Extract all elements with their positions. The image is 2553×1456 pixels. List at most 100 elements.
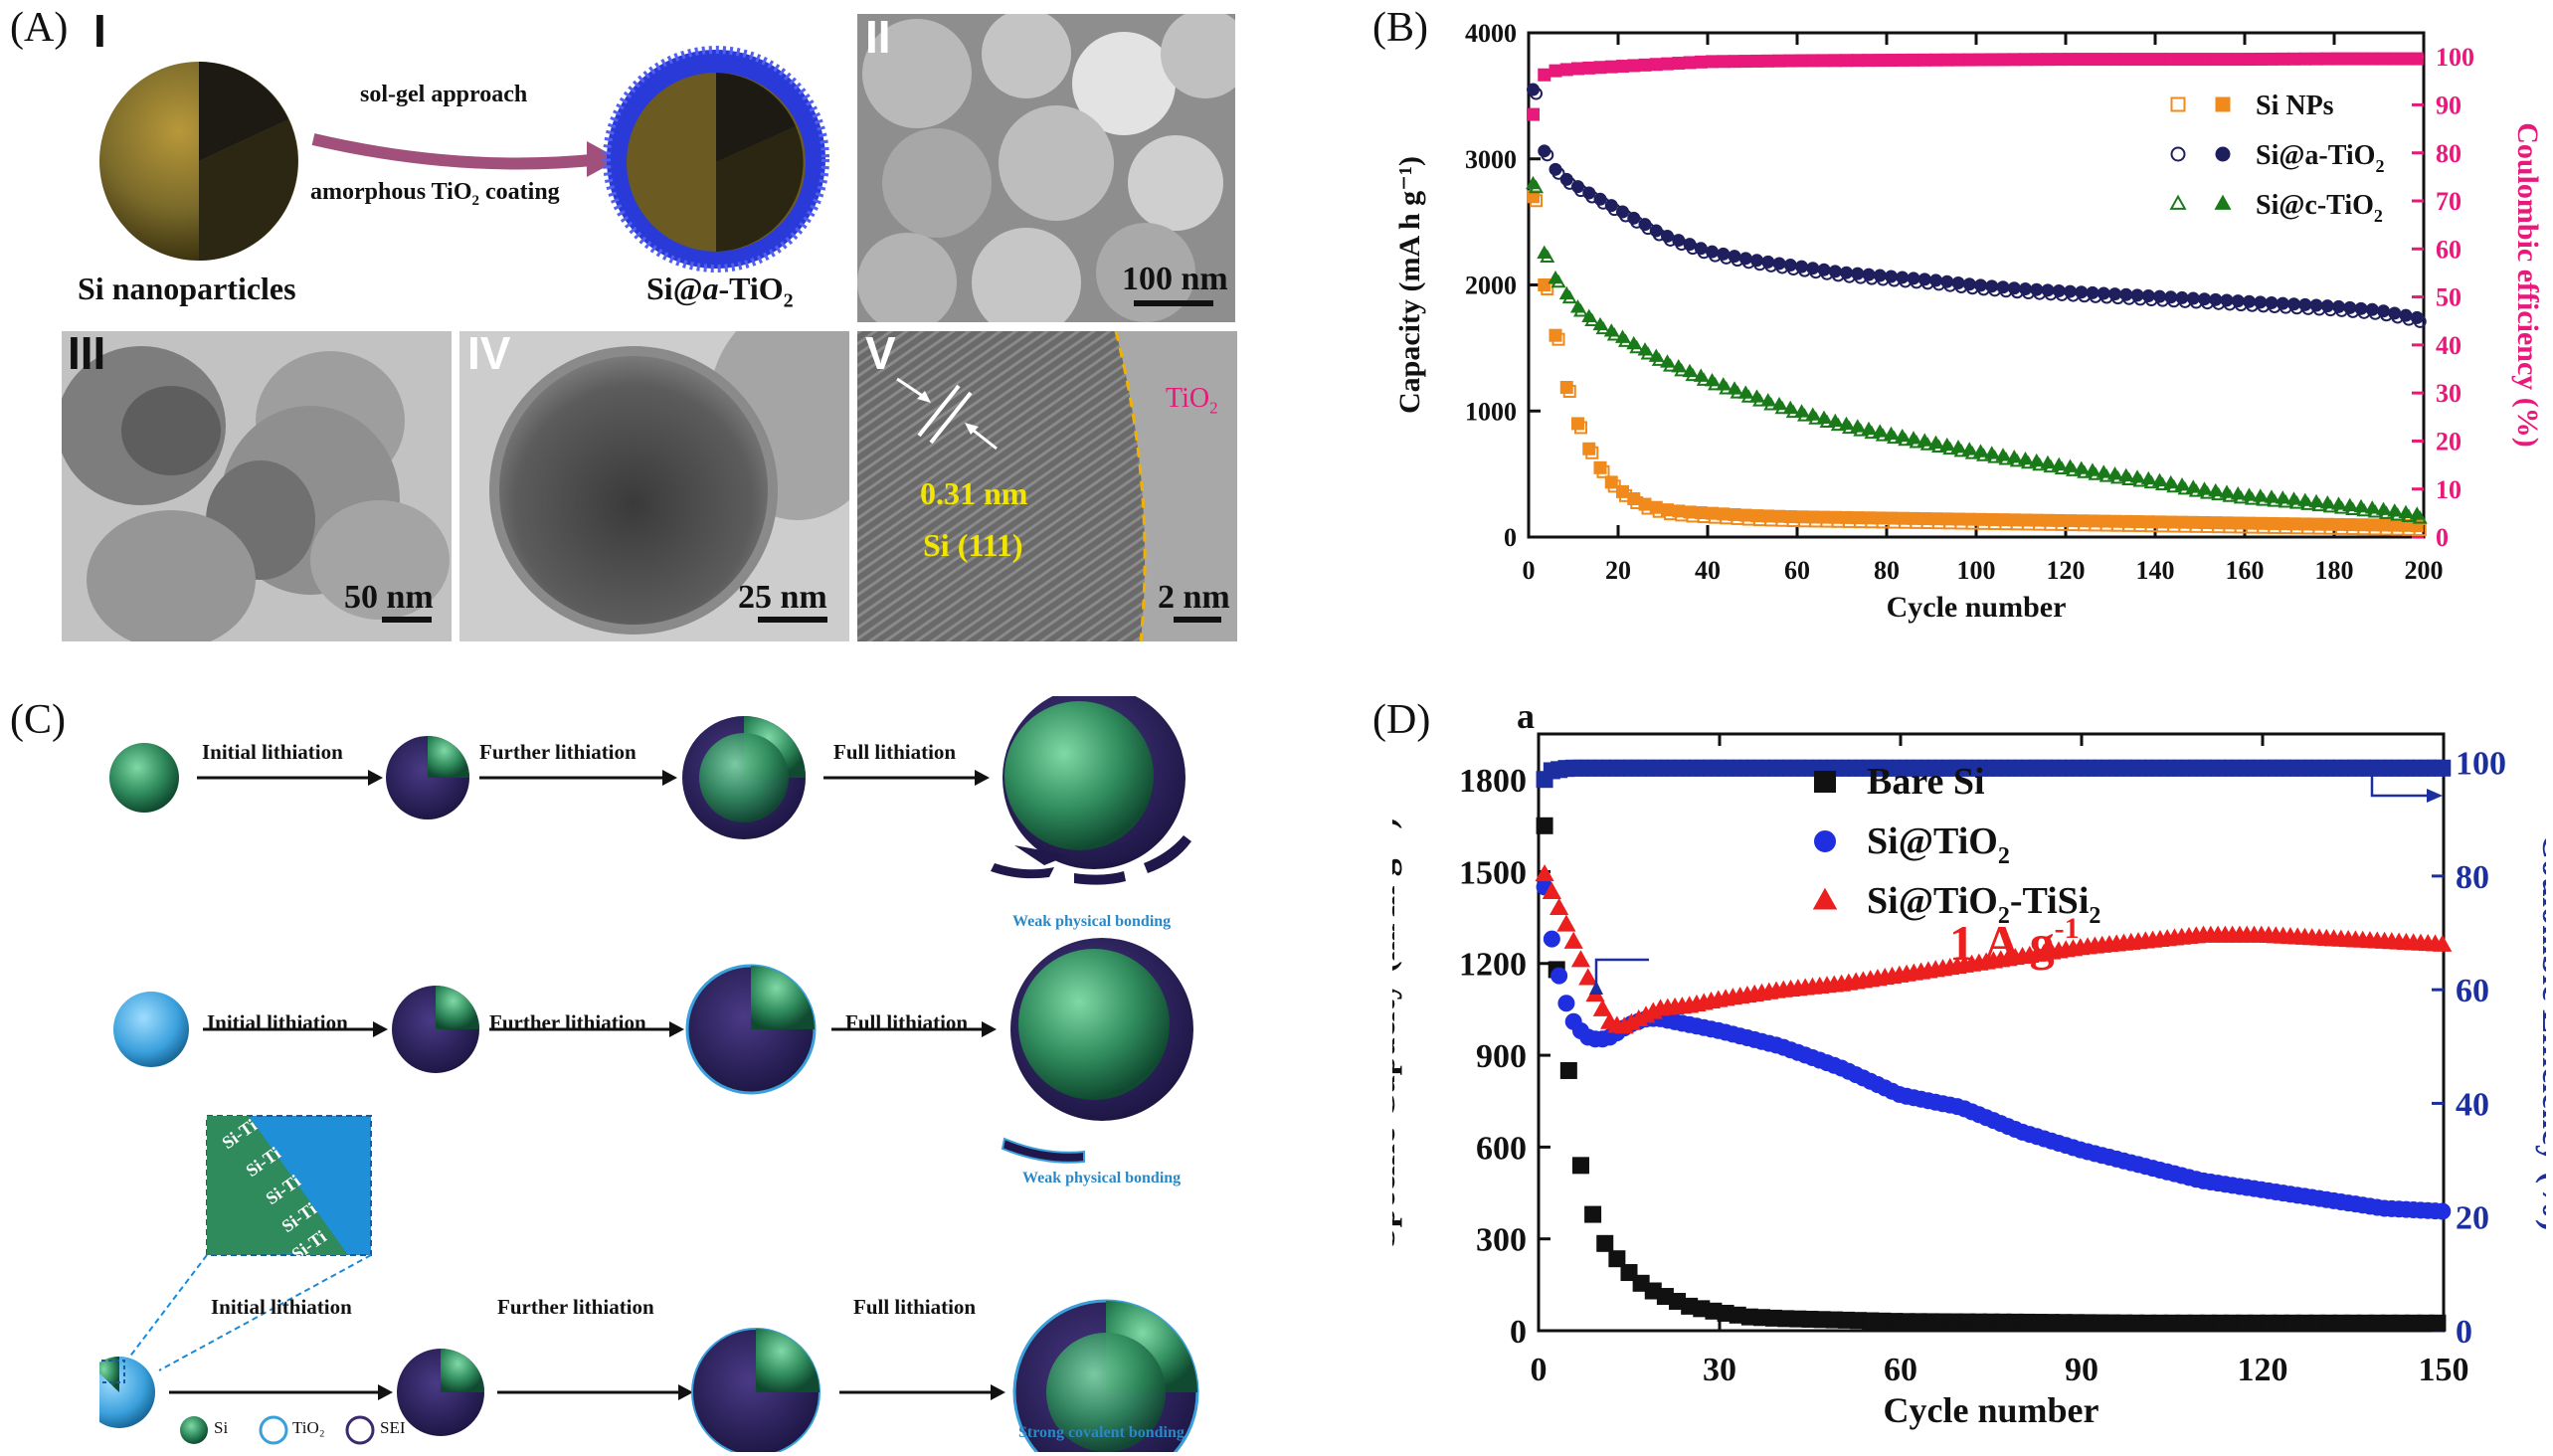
row-si-tio2-tisi2 <box>99 1299 1199 1452</box>
data-point <box>2377 518 2390 532</box>
data-point <box>1749 389 1764 403</box>
x-tick-label: 60 <box>1784 556 1810 585</box>
scale-bar-iv <box>758 617 827 623</box>
data-point <box>1578 968 1598 986</box>
data-point <box>1896 511 1910 525</box>
data-point <box>2320 52 2334 66</box>
data-point <box>2164 53 2178 67</box>
si-ti-interface-inset <box>118 1115 372 1371</box>
legend-subscript: 2 <box>1998 843 2010 869</box>
data-point <box>2018 451 2033 465</box>
data-point <box>2007 281 2021 295</box>
data-point <box>1783 54 1797 68</box>
data-point <box>2265 295 2279 309</box>
tem-particles-iii <box>62 331 452 641</box>
data-point <box>1862 268 1876 281</box>
data-point <box>2152 472 2167 486</box>
data-point <box>1536 817 1553 834</box>
legend-subscript-2: 2 <box>2089 903 2100 929</box>
data-point <box>2309 517 2323 531</box>
data-point <box>1950 440 1966 454</box>
data-point <box>2319 495 2335 509</box>
data-point <box>1604 199 1618 213</box>
data-point <box>1917 512 1931 526</box>
data-point <box>2063 458 2078 472</box>
legend-marker-hollow <box>2170 146 2186 162</box>
data-point <box>1535 864 1554 882</box>
data-point <box>2342 497 2358 511</box>
data-point <box>2254 52 2268 66</box>
data-point <box>2220 516 2234 530</box>
x-tick-label: 80 <box>1874 556 1900 585</box>
series-si-a-tio2 <box>1527 83 2427 328</box>
data-point <box>1884 426 1899 441</box>
y2-tick-label: 70 <box>2436 187 2462 216</box>
data-point <box>2410 52 2424 66</box>
data-point <box>1549 328 1562 342</box>
data-point <box>2108 53 2121 67</box>
legend-si-label: Si <box>214 1418 229 1437</box>
legend-b: Si NPs Si@a-TiO2 Si@c-TiO2 <box>2169 91 2384 226</box>
x-tick-label: 20 <box>1605 556 1631 585</box>
hrtem-image-v <box>857 331 1237 641</box>
data-point <box>2119 53 2133 67</box>
data-point <box>2410 518 2424 532</box>
data-point <box>1571 1157 1589 1175</box>
data-point <box>2220 53 2234 67</box>
data-point <box>1782 400 1798 415</box>
data-point <box>2332 517 2345 531</box>
data-point <box>2332 299 2345 313</box>
data-point <box>2153 53 2166 67</box>
tio2-shell-label: TiO2 <box>1166 383 1218 418</box>
y2-tick-label: 30 <box>2436 379 2462 408</box>
y2-tick-label: 20 <box>2456 1200 2489 1237</box>
data-point <box>1840 266 1853 279</box>
data-point <box>1896 53 1910 67</box>
x-tick-label: 100 <box>1957 556 1996 585</box>
strong-bonding-label: Strong covalent bonding <box>1018 1424 1185 1441</box>
data-point <box>1738 55 1752 69</box>
data-point <box>2007 53 2021 67</box>
data-point <box>1582 442 1596 455</box>
data-point <box>1649 58 1663 72</box>
plot-frame <box>1537 732 2446 1333</box>
series-bare-si <box>1536 817 2447 1332</box>
data-point <box>2331 496 2346 510</box>
data-point <box>1559 172 1573 186</box>
data-point <box>2354 518 2368 532</box>
data-point <box>1817 263 1831 276</box>
x-tick-label: 30 <box>1703 1352 1736 1388</box>
ce-axis-arrowhead <box>2427 789 2443 803</box>
data-point <box>1851 511 1865 525</box>
data-point <box>2377 52 2390 66</box>
data-point <box>1974 512 1987 526</box>
panel-a-sub-label-v: V <box>865 327 896 379</box>
data-point <box>1961 442 1977 455</box>
data-point <box>1738 508 1752 522</box>
y-tick-label: 1200 <box>1459 947 1527 984</box>
panel-d-sub-letter: a <box>1517 696 1535 736</box>
data-point <box>1706 245 1719 259</box>
data-point <box>2118 467 2134 481</box>
data-point <box>1974 53 1987 67</box>
data-point <box>1795 260 1808 273</box>
data-point <box>1537 245 1552 259</box>
data-point <box>1672 504 1686 518</box>
data-point <box>1616 205 1629 219</box>
data-point <box>1559 1061 1577 1079</box>
data-point <box>2119 287 2133 301</box>
data-point <box>2231 516 2245 530</box>
data-point <box>1772 54 1786 68</box>
data-point <box>2231 53 2245 67</box>
data-point <box>2219 484 2235 498</box>
data-point <box>1939 437 1955 452</box>
data-point <box>1885 511 1898 525</box>
data-point <box>1527 107 1540 121</box>
data-point <box>2186 53 2200 67</box>
data-point <box>2141 289 2155 303</box>
data-point <box>2164 290 2178 304</box>
data-point <box>1592 999 1612 1016</box>
panel-a-sub-label-i: I <box>93 5 106 57</box>
data-point <box>2388 52 2402 66</box>
data-point <box>1582 186 1596 200</box>
